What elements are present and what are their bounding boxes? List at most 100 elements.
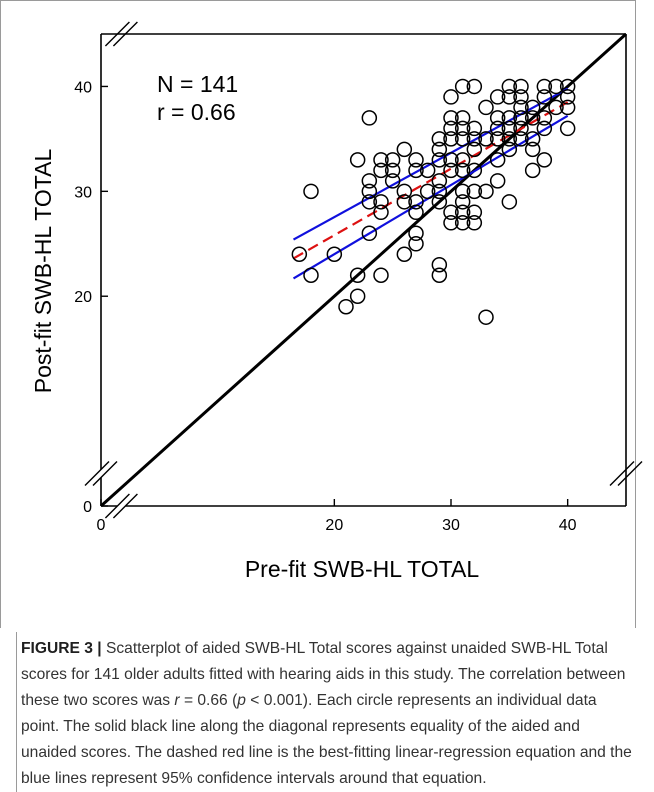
scatter-plot: N = 141 r = 0.66 Pre-fit SWB-HL TOTAL Po…: [30, 21, 643, 582]
data-point-55: [454, 183, 471, 200]
data-point-101: [548, 99, 564, 116]
data-point-15: [373, 194, 389, 210]
data-point-71: [489, 89, 506, 105]
caption-label: FIGURE 3 |: [21, 640, 102, 657]
annotation-n: N = 141: [157, 71, 238, 97]
data-point-63: [466, 162, 483, 179]
caption-text-end: < 0.001). Each circle represents an indi…: [21, 692, 632, 787]
x-axis-break-bottom-b: [112, 493, 138, 519]
data-point-83: [501, 194, 518, 210]
data-point-43: [443, 120, 459, 137]
y-axis-break-right-a: [609, 460, 635, 486]
data-point-5: [349, 152, 366, 168]
data-point-16: [373, 204, 389, 221]
data-point-95: [536, 78, 553, 95]
data-point-69: [478, 183, 494, 200]
data-point-27: [408, 194, 424, 210]
data-point-54: [454, 162, 471, 179]
y-axis-break-left-b: [92, 460, 118, 486]
data-point-25: [408, 152, 424, 168]
figure-caption: FIGURE 3 | Scatterplot of aided SWB-HL T…: [16, 632, 638, 792]
data-point-56: [454, 194, 471, 210]
data-point-60: [466, 120, 483, 137]
data-point-48: [443, 215, 459, 231]
y-axis-break-right-b: [617, 460, 643, 486]
data-point-22: [396, 183, 413, 200]
data-point-21: [396, 141, 413, 158]
data-point-77: [501, 78, 518, 95]
data-point-102: [559, 78, 576, 95]
x-axis-label: Pre-fit SWB-HL TOTAL: [245, 556, 480, 582]
data-point-31: [419, 162, 436, 179]
data-point-81: [501, 131, 518, 147]
data-point-94: [524, 162, 541, 179]
data-point-47: [443, 204, 459, 221]
regression-line: [292, 101, 569, 260]
data-point-26: [408, 162, 424, 179]
data-point-52: [454, 131, 471, 147]
y-axis-break-left-a: [84, 460, 110, 486]
data-point-6: [349, 267, 366, 283]
data-point-7: [349, 288, 366, 304]
data-point-32: [419, 183, 436, 200]
y-tick-label-20: 20: [74, 289, 92, 306]
caption-p-symbol: p: [237, 692, 246, 709]
data-point-30: [408, 236, 424, 252]
data-point-37: [431, 183, 448, 200]
data-point-58: [454, 215, 471, 231]
caption-r-value: = 0.66 (: [179, 692, 238, 709]
data-point-39: [431, 257, 448, 273]
data-point-104: [559, 99, 576, 116]
data-point-78: [501, 89, 518, 105]
x-tick-label-0: 0: [97, 517, 106, 534]
x-tick-label-30: 30: [442, 517, 460, 534]
data-point-75: [489, 152, 506, 168]
data-point-73: [489, 120, 506, 137]
y-tick-label-40: 40: [74, 79, 92, 96]
data-point-57: [454, 204, 471, 221]
data-point-74: [489, 131, 506, 147]
data-point-99: [536, 152, 553, 168]
equality-line: [99, 32, 628, 508]
data-point-59: [466, 78, 483, 95]
data-point-61: [466, 131, 483, 147]
data-point-96: [536, 89, 553, 105]
axes: [84, 21, 643, 519]
data-point-76: [489, 173, 506, 189]
data-point-2: [303, 267, 319, 283]
data-point-46: [443, 162, 459, 179]
x-tick-label-20: 20: [325, 517, 343, 534]
data-point-65: [466, 204, 483, 221]
data-point-4: [338, 298, 354, 315]
data-point-62: [466, 141, 483, 158]
data-point-19: [384, 162, 401, 179]
data-point-103: [559, 89, 576, 105]
plot-labels: N = 141 r = 0.66 Pre-fit SWB-HL TOTAL Po…: [30, 71, 577, 582]
data-point-72: [489, 110, 506, 126]
data-point-11: [361, 194, 378, 210]
data-points: [291, 78, 576, 325]
data-point-82: [501, 141, 518, 158]
x-axis-break-top-b: [112, 21, 138, 47]
data-point-8: [361, 110, 378, 126]
data-point-86: [513, 99, 529, 116]
data-point-29: [408, 225, 424, 242]
data-point-87: [513, 110, 529, 126]
caption-text-start: Scatterplot of aided SWB-HL Total scores…: [21, 640, 626, 709]
data-point-41: [443, 89, 459, 105]
data-point-66: [466, 215, 483, 231]
data-point-80: [501, 120, 518, 137]
data-point-13: [373, 152, 389, 168]
data-point-64: [466, 183, 483, 200]
data-point-93: [524, 141, 541, 158]
caption-paragraph: FIGURE 3 | Scatterplot of aided SWB-HL T…: [21, 636, 634, 792]
data-point-35: [431, 152, 448, 168]
data-point-105: [559, 120, 576, 137]
data-point-51: [454, 120, 471, 137]
annotation-r: r = 0.66: [157, 99, 236, 125]
data-point-38: [431, 194, 448, 210]
data-point-42: [443, 110, 459, 126]
data-point-91: [524, 110, 541, 126]
data-point-70: [478, 309, 494, 325]
